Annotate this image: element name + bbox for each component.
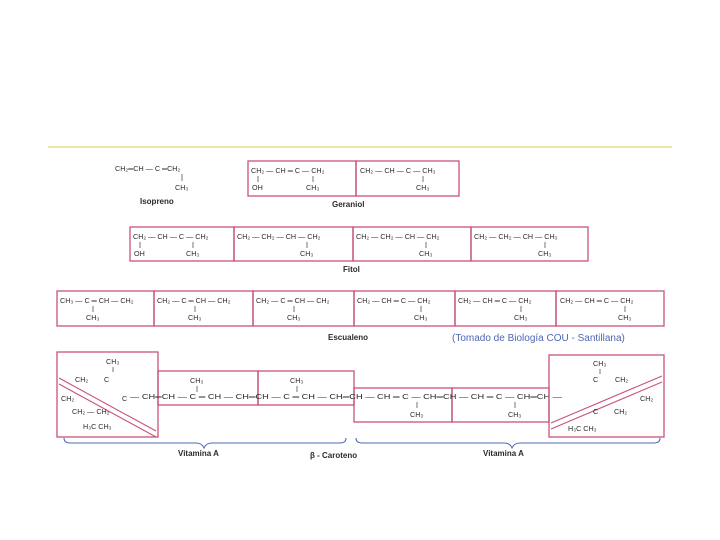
svg-text:CH₃: CH₃ <box>593 359 606 368</box>
vitamin-a-left-brace <box>63 437 347 450</box>
svg-text:CH₃: CH₃ <box>188 313 201 322</box>
vitamin-a-right-label: Vitamina A <box>483 449 524 458</box>
geraniol-label: Geraniol <box>332 200 364 209</box>
svg-text:CH₂: CH₂ <box>614 407 627 416</box>
source-citation: (Tomado de Biología COU - Santillana) <box>452 333 625 344</box>
svg-text:CH₃ — C ═ CH — CH₂: CH₃ — C ═ CH — CH₂ <box>60 296 134 305</box>
squalene-label: Escualeno <box>328 333 368 342</box>
svg-text:CH₃: CH₃ <box>306 183 319 192</box>
beta-carotene-label: β - Caroteno <box>310 451 357 460</box>
vitamin-a-left-label: Vitamina A <box>178 449 219 458</box>
svg-text:CH₂ — CH — C — CH₂: CH₂ — CH — C — CH₂ <box>133 232 209 241</box>
svg-text:CH₂ — CH ═ C — CH₂: CH₂ — CH ═ C — CH₂ <box>458 296 532 305</box>
phytol-structure: CH₂ — CH — C — CH₂ OH CH₃ CH₂ — CH₂ — CH… <box>129 226 589 274</box>
svg-text:CH₂ — C ═ CH — CH₂: CH₂ — C ═ CH — CH₂ <box>157 296 231 305</box>
svg-text:— CH═CH — C ═ CH — CH═CH — C ═: — CH═CH — C ═ CH — CH═CH — C ═ CH — CH═C… <box>130 392 563 401</box>
svg-text:CH₂ — CH — C — CH₃: CH₂ — CH — C — CH₃ <box>360 166 436 175</box>
svg-text:CH₂: CH₂ <box>61 394 74 403</box>
beta-carotene-structure: CH₃ CH₂ C CH₂ C CH₂ — CH₂ H₃C CH₃ CH₃ CH… <box>56 351 665 438</box>
svg-text:CH₃: CH₃ <box>287 313 300 322</box>
svg-text:CH₃: CH₃ <box>290 376 303 385</box>
svg-text:CH₃: CH₃ <box>190 376 203 385</box>
svg-text:CH₂═CH — C ═CH₂: CH₂═CH — C ═CH₂ <box>115 164 180 173</box>
svg-text:CH₃: CH₃ <box>416 183 429 192</box>
svg-text:CH₂ — CH₂ — CH — CH₂: CH₂ — CH₂ — CH — CH₂ <box>356 232 440 241</box>
squalene-structure: CH₃ — C ═ CH — CH₂ CH₃ CH₂ — C ═ CH — CH… <box>56 290 665 342</box>
svg-text:CH₂ — CH ═ C — CH₂: CH₂ — CH ═ C — CH₂ <box>251 166 325 175</box>
svg-text:CH₂: CH₂ <box>615 375 628 384</box>
svg-text:CH₃: CH₃ <box>514 313 527 322</box>
svg-text:CH₃: CH₃ <box>106 357 119 366</box>
phytol-label: Fitol <box>343 265 360 274</box>
vitamin-a-right-brace <box>355 437 661 450</box>
svg-text:CH₃: CH₃ <box>86 313 99 322</box>
svg-text:CH₂: CH₂ <box>640 394 653 403</box>
svg-text:CH₂ — CH ═ C — CH₂: CH₂ — CH ═ C — CH₂ <box>357 296 431 305</box>
svg-text:H₃C CH₃: H₃C CH₃ <box>83 422 112 431</box>
svg-text:C: C <box>593 375 598 384</box>
svg-text:OH: OH <box>252 183 263 192</box>
svg-text:C: C <box>104 375 109 384</box>
svg-text:CH₃: CH₃ <box>538 249 551 258</box>
svg-text:CH₂ — CH ═ C — CH₂: CH₂ — CH ═ C — CH₂ <box>560 296 634 305</box>
geraniol-structure: CH₂ — CH ═ C — CH₂ OH CH₃ CH₂ — CH — C —… <box>247 160 460 209</box>
isoprene-structure: CH₂═CH — C ═CH₂ CH₃ Isopreno <box>115 164 188 206</box>
svg-text:CH₃: CH₃ <box>175 183 188 192</box>
svg-text:CH₃: CH₃ <box>414 313 427 322</box>
svg-text:CH₂ — C ═ CH — CH₂: CH₂ — C ═ CH — CH₂ <box>256 296 330 305</box>
svg-text:H₃C CH₃: H₃C CH₃ <box>568 424 597 433</box>
svg-text:CH₂: CH₂ <box>75 375 88 384</box>
svg-text:CH₂ — CH₂ — CH — CH₂: CH₂ — CH₂ — CH — CH₂ <box>237 232 321 241</box>
svg-text:OH: OH <box>134 249 145 258</box>
svg-text:CH₃: CH₃ <box>618 313 631 322</box>
svg-text:C: C <box>122 394 127 403</box>
svg-text:CH₃: CH₃ <box>410 410 423 419</box>
svg-text:CH₃: CH₃ <box>508 410 521 419</box>
isoprene-label: Isopreno <box>140 197 174 206</box>
svg-text:CH₂ — CH₂ — CH — CH₃: CH₂ — CH₂ — CH — CH₃ <box>474 232 558 241</box>
svg-text:CH₂ — CH₂: CH₂ — CH₂ <box>72 407 110 416</box>
svg-text:CH₃: CH₃ <box>419 249 432 258</box>
svg-text:C: C <box>593 407 598 416</box>
svg-text:CH₃: CH₃ <box>186 249 199 258</box>
svg-text:CH₃: CH₃ <box>300 249 313 258</box>
